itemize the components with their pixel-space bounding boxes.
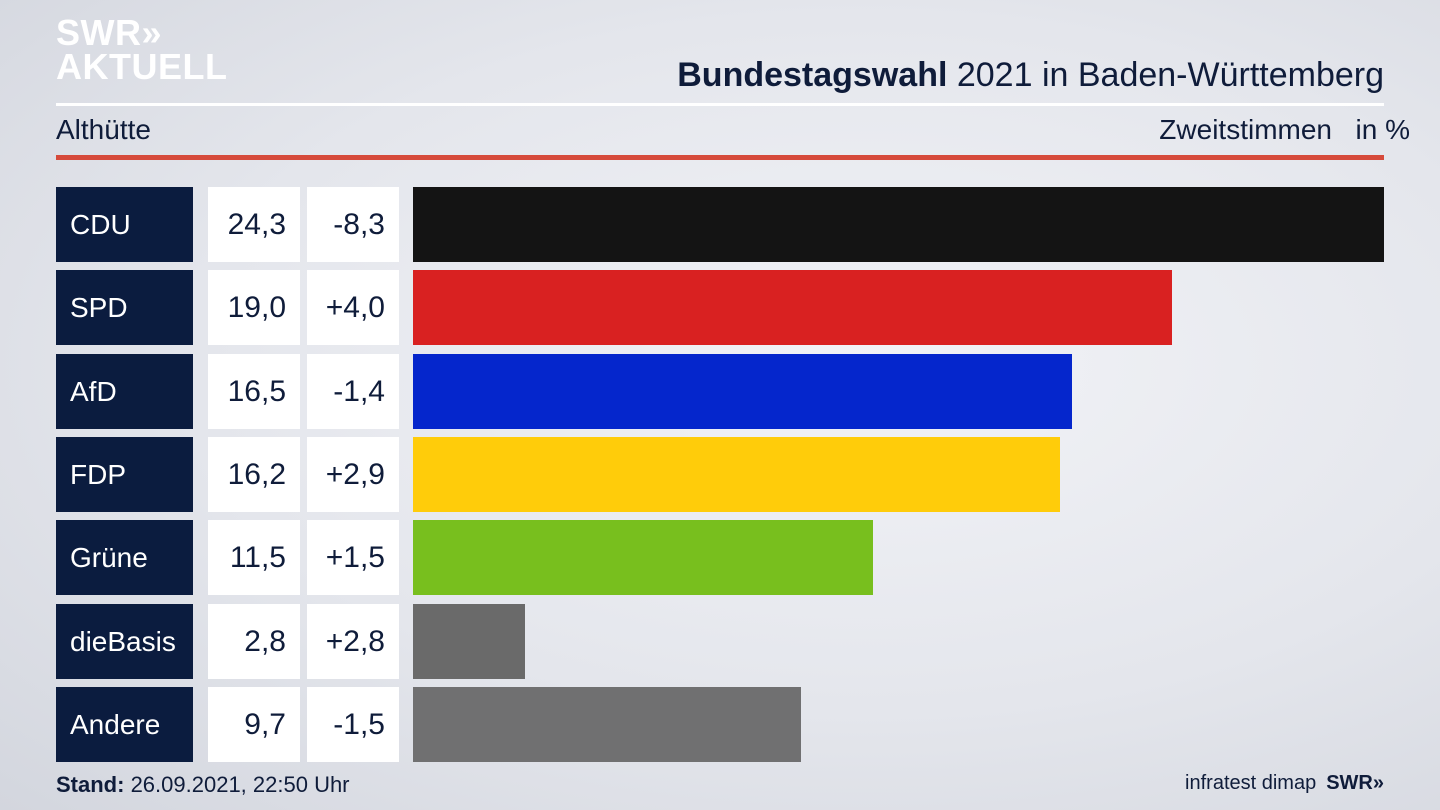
bar [413, 270, 1172, 346]
bar [413, 603, 525, 679]
diff-label: +2,9 [307, 436, 399, 512]
value-label: 11,5 [208, 520, 300, 596]
source-credit: infratest dimap SWR» [1185, 772, 1384, 795]
stand-label: Stand: [56, 772, 125, 797]
bar [413, 520, 873, 596]
party-label: SPD [56, 270, 193, 346]
swr-brand-logo: SWR» [1326, 772, 1384, 794]
party-label: FDP [56, 436, 193, 512]
logo-line-1: SWR» [56, 12, 163, 53]
location-label: Althütte [56, 114, 151, 145]
value-label: 2,8 [208, 603, 300, 679]
bar [413, 436, 1060, 512]
diff-label: -1,5 [307, 686, 399, 762]
diff-label: +4,0 [307, 270, 399, 346]
swr-aktuell-logo: SWR» AKTUELL [56, 12, 228, 87]
bar [413, 353, 1072, 429]
party-label: CDU [56, 187, 193, 262]
value-label: 19,0 [208, 270, 300, 346]
value-label: 9,7 [208, 686, 300, 762]
logo-line-2: AKTUELL [56, 46, 228, 87]
title-rest: 2021 in Baden-Württemberg [947, 56, 1384, 94]
party-label: Grüne [56, 520, 193, 596]
party-label: dieBasis [56, 603, 193, 679]
value-label: 24,3 [208, 187, 300, 262]
diff-label: +2,8 [307, 603, 399, 679]
measure-label: Zweitstimmen [1159, 114, 1332, 145]
accent-divider [56, 155, 1384, 160]
source-label: infratest dimap [1185, 772, 1317, 794]
value-label: 16,2 [208, 436, 300, 512]
title-bold: Bundestagswahl [677, 56, 948, 94]
diff-label: +1,5 [307, 520, 399, 596]
party-label: AfD [56, 353, 193, 429]
header-divider [56, 103, 1384, 106]
chart-title: Bundestagswahl 2021 in Baden-Württemberg [677, 56, 1384, 95]
value-label: 16,5 [208, 353, 300, 429]
stand-value: 26.09.2021, 22:50 Uhr [124, 772, 350, 797]
unit-label: in % [1355, 114, 1410, 145]
timestamp: Stand: 26.09.2021, 22:50 Uhr [56, 772, 350, 798]
bar [413, 187, 1384, 262]
diff-label: -1,4 [307, 353, 399, 429]
bar [413, 686, 801, 762]
diff-label: -8,3 [307, 187, 399, 262]
party-label: Andere [56, 686, 193, 762]
